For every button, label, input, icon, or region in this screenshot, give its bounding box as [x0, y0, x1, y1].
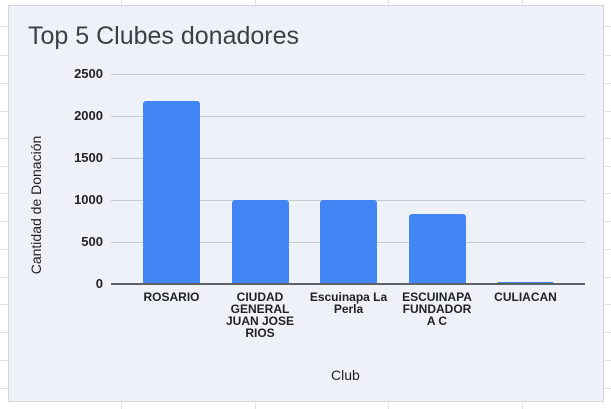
x-tick-label: ESCUINAPA FUNDADOR A C	[402, 290, 472, 328]
y-tick-label: 1000	[74, 192, 103, 207]
x-axis-line	[111, 283, 585, 285]
y-tick-label: 0	[95, 276, 103, 291]
chart-panel[interactable]	[8, 5, 604, 402]
gridline-1500	[111, 158, 585, 159]
y-tick-label: 2000	[74, 108, 103, 123]
y-axis-title: Cantidad de Donación	[28, 135, 44, 275]
bar[interactable]	[320, 200, 377, 284]
x-tick-label: Escuinapa La Perla	[309, 290, 388, 316]
bar[interactable]	[408, 214, 466, 284]
bar[interactable]	[143, 101, 200, 284]
x-axis-title: Club	[331, 367, 360, 383]
x-tick-label: ROSARIO	[143, 290, 200, 304]
y-tick-label: 2500	[74, 66, 103, 81]
gridline-2000	[111, 116, 585, 117]
chart-title: Top 5 Clubes donadores	[28, 22, 300, 50]
bar[interactable]	[231, 200, 289, 284]
x-tick-label: CULIACAN	[494, 290, 557, 304]
y-tick-label: 500	[81, 234, 103, 249]
y-tick-label: 1500	[74, 150, 103, 165]
x-tick-label: CIUDAD GENERAL JUAN JOSE RIOS	[225, 290, 295, 340]
gridline-2500	[111, 74, 585, 75]
